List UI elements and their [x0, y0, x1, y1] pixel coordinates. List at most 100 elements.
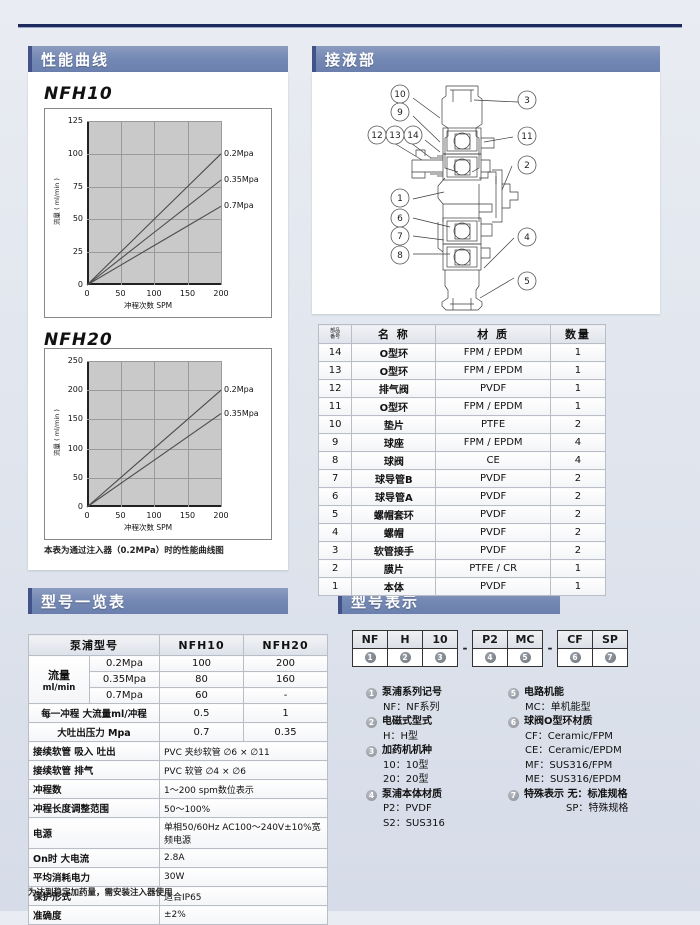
- gridline-v: [187, 121, 189, 285]
- parts-col-name: 名 称: [351, 324, 437, 344]
- code-group: P2 4 MC 5: [472, 630, 543, 667]
- spec-span-value: 50～100%: [159, 798, 328, 818]
- x-axis-label: 冲程次数 SPM: [124, 523, 173, 532]
- callout-5: 5: [524, 277, 530, 287]
- y-tick-label: 125: [67, 116, 83, 125]
- code-cell[interactable]: P2 4: [473, 631, 508, 666]
- spec-span-label: 电源: [28, 817, 160, 849]
- callout-11: 11: [521, 132, 532, 142]
- series-label: 0.2Mpa: [224, 385, 254, 395]
- code-number-badge: 6: [569, 652, 581, 663]
- table-row: 5 螺帽套环 PVDF 2: [317, 505, 607, 524]
- spec-flow-cond: 0.2Mpa: [89, 655, 160, 672]
- gridline-v: [154, 361, 155, 507]
- table-row: 平均消耗电力 30W: [28, 867, 328, 887]
- table-row: 接续软管 吸入 吐出 PVC 夹纱软管 ∅6 × ∅11: [28, 741, 328, 761]
- spec-flow-nfh20: -: [243, 687, 328, 704]
- part-material: PTFE: [435, 415, 551, 434]
- spec-row-nfh20: 0.35: [243, 722, 328, 742]
- y-axis-label: 流量 ( ml/min ): [53, 409, 61, 456]
- part-material: PVDF: [435, 541, 551, 560]
- legend-item: 10：10型: [383, 759, 429, 771]
- code-separator: -: [462, 641, 468, 655]
- part-no: 7: [317, 469, 353, 488]
- parts-table-header-row: 部品 番号 名 称 材 质 数量: [317, 324, 607, 344]
- part-name: 螺帽: [351, 523, 437, 542]
- code-cell-num: 3: [423, 649, 457, 666]
- spec-flow-nfh20: 160: [243, 671, 328, 688]
- legend-entry: 2 电磁式型式: [366, 715, 516, 730]
- table-row: 1 本体 PVDF 1: [317, 577, 607, 596]
- part-qty: 2: [549, 469, 607, 488]
- spec-span-value: 2.8A: [159, 848, 328, 868]
- callout-7: 7: [397, 232, 403, 242]
- legend-title: 泵浦本体材质: [382, 788, 442, 800]
- part-material: FPM / EPDM: [435, 397, 551, 416]
- part-name: 膜片: [351, 559, 437, 578]
- y-tick-label: 50: [72, 214, 83, 224]
- legend-item: S2：SUS316: [383, 817, 445, 829]
- code-cell[interactable]: NF 1: [353, 631, 388, 666]
- code-cell[interactable]: MC 5: [508, 631, 542, 666]
- legend-entry: 3 加药机机种: [366, 744, 516, 759]
- legend-number-badge: 1: [366, 688, 377, 699]
- table-row: 12 排气阀 PVDF 1: [317, 379, 607, 398]
- gridline-v: [221, 121, 222, 285]
- parts-col-no: 部品 番号: [317, 324, 353, 344]
- chart-nfh10: 0 25 50 75 100 125 0 50 100 150 200 0.2Mpa 0.35Mpa 0.…: [44, 108, 272, 318]
- part-name: 球导管B: [351, 469, 437, 488]
- series-label: 0.2Mpa: [224, 148, 254, 158]
- legend-number-badge: 5: [508, 688, 519, 699]
- y-tick-label: 50: [72, 472, 83, 482]
- y-tick-label: 100: [67, 443, 83, 453]
- part-qty: 1: [549, 361, 607, 380]
- spec-flow-cond: 0.35Mpa: [89, 671, 160, 688]
- spec-span-label: On时 大电流: [28, 848, 160, 868]
- wetted-parts-card: [312, 72, 660, 314]
- chart-title-nfh20: NFH20: [44, 330, 113, 350]
- table-row: 0.7Mpa 60-: [29, 687, 328, 704]
- spec-span-value: PVC 软管 ∅4 × ∅6: [159, 760, 328, 780]
- legend-item: SP：特殊规格: [566, 803, 629, 814]
- y-tick-label: 150: [67, 414, 83, 424]
- code-cell-text: MC: [508, 631, 542, 649]
- spec-flow-label-line2: ml/min: [42, 682, 76, 693]
- section-header-wetted-parts: 接液部: [312, 46, 660, 72]
- spec-header-label: 泵浦型号: [28, 634, 160, 656]
- legend-item: CE：Ceramic/EPDM: [525, 745, 622, 756]
- y-tick-label: 0: [77, 502, 83, 511]
- code-number-badge: 2: [399, 652, 411, 663]
- y-tick-label: 0: [77, 280, 83, 289]
- x-tick-label: 150: [179, 511, 196, 520]
- part-no: 8: [317, 451, 353, 470]
- table-row: 9 球座 FPM / EPDM 4: [317, 433, 607, 452]
- part-material: FPM / EPDM: [435, 343, 551, 362]
- part-qty: 2: [549, 415, 607, 434]
- part-no: 10: [317, 415, 353, 434]
- x-axis-label: 冲程次数 SPM: [124, 301, 173, 310]
- code-cell-num: 2: [388, 649, 422, 666]
- x-tick-label: 0: [84, 511, 90, 520]
- code-cell[interactable]: CF 6: [558, 631, 593, 666]
- spec-span-value: 单相50/60Hz AC100～240V±10%宽频电源: [159, 817, 328, 849]
- legend-entry: 1 泵浦系列记号: [366, 686, 516, 701]
- legend-title: 球阀O型环材质: [524, 716, 593, 727]
- part-material: FPM / EPDM: [435, 433, 551, 452]
- legend-item: MC：单机能型: [525, 701, 591, 713]
- part-qty: 1: [549, 397, 607, 416]
- spec-flow-nfh10: 100: [159, 655, 244, 672]
- legend-title: 电磁式型式: [382, 716, 432, 727]
- part-no: 5: [317, 505, 353, 524]
- section-header-performance: 性能曲线: [28, 46, 288, 72]
- bottom-note: 为达到稳定加药量，需安装注入器使用: [28, 888, 173, 898]
- chart-nfh20: 0 50 100 150 200 250 0 50 100 150 200 0.2Mpa 0.35Mpa…: [44, 348, 272, 540]
- code-cell-text: CF: [558, 631, 592, 649]
- code-cell-num: 7: [593, 649, 627, 666]
- code-cell[interactable]: SP 7: [593, 631, 627, 666]
- part-material: PVDF: [435, 523, 551, 542]
- legend-number-badge: 3: [366, 746, 377, 757]
- code-cell-num: 6: [558, 649, 592, 666]
- model-code-legend-right: 5 电路机能 MC：单机能型 6 球阀O型环材质 CF：Ceramic/FPM CE：Cer…: [508, 686, 688, 817]
- code-cell[interactable]: 10 3: [423, 631, 457, 666]
